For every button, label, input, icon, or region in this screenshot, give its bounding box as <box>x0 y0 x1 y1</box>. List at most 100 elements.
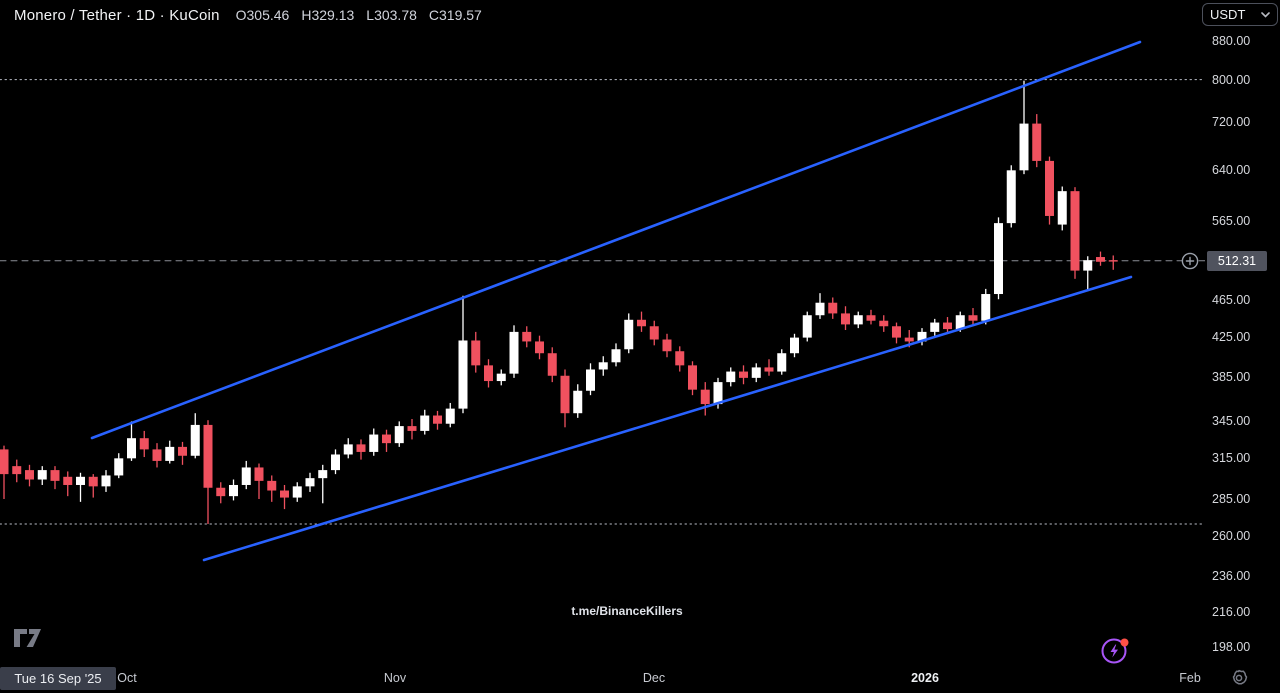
add-alert-plus-icon[interactable] <box>1181 252 1199 270</box>
price-tick: 640.00 <box>1212 163 1251 178</box>
candle <box>841 306 850 331</box>
price-tick: 720.00 <box>1212 115 1251 130</box>
candle <box>165 440 175 464</box>
ohlc-high: H329.13 <box>301 7 355 23</box>
candle <box>624 313 634 354</box>
candle <box>573 384 583 418</box>
candle <box>471 331 481 373</box>
price-tick: 465.00 <box>1212 293 1251 308</box>
price-tick: 236.00 <box>1212 568 1251 583</box>
candle <box>178 441 187 465</box>
current-price-label: 512.31 <box>1207 250 1267 271</box>
chart-canvas[interactable]: t.me/BinanceKillers <box>0 0 1205 665</box>
candle <box>292 482 302 502</box>
time-label: Feb <box>1179 671 1201 685</box>
candle <box>152 443 162 468</box>
price-tick: 800.00 <box>1212 72 1251 87</box>
candle <box>114 453 124 479</box>
candle <box>203 420 213 524</box>
price-tick: 216.00 <box>1212 604 1251 619</box>
candle <box>853 311 863 329</box>
candle <box>280 484 289 510</box>
tradingview-logo[interactable] <box>14 629 44 654</box>
candle <box>955 311 965 332</box>
candle <box>407 419 417 440</box>
candle <box>879 315 889 332</box>
candlestick-chart[interactable] <box>0 0 1205 665</box>
candle <box>700 382 710 416</box>
time-label: Dec <box>642 671 666 685</box>
candle <box>892 322 901 344</box>
candle <box>675 346 685 372</box>
candle <box>318 464 328 504</box>
candle <box>994 217 1003 300</box>
price-tick: 260.00 <box>1212 529 1251 544</box>
candle <box>1032 114 1042 168</box>
candle <box>484 359 493 388</box>
candle <box>611 343 621 367</box>
candle <box>560 369 570 428</box>
candle <box>254 463 264 499</box>
candle <box>522 326 532 348</box>
price-tick: 385.00 <box>1212 369 1251 384</box>
candle <box>586 363 595 396</box>
time-scale[interactable]: Tue 16 Sep '25 Oct Nov Dec 2026 Feb <box>0 665 1280 693</box>
lightning-icon[interactable] <box>1100 636 1130 666</box>
channel-upper[interactable] <box>90 40 1142 440</box>
channel-lower[interactable] <box>202 275 1133 562</box>
candle <box>751 363 761 383</box>
candle <box>241 460 251 490</box>
candle <box>649 320 659 346</box>
candle <box>369 428 379 456</box>
candle <box>968 308 978 327</box>
candle <box>662 333 672 358</box>
candle <box>815 293 825 319</box>
currency-dropdown[interactable]: USDT <box>1202 3 1278 26</box>
price-tick: 880.00 <box>1212 33 1251 48</box>
candle <box>981 288 991 325</box>
candle <box>943 317 952 334</box>
candle <box>1006 165 1016 228</box>
candle <box>1045 156 1054 225</box>
candle <box>37 466 47 485</box>
price-tick: 198.00 <box>1212 639 1251 654</box>
candle <box>63 471 73 497</box>
ohlc-open: O305.46 <box>235 7 290 23</box>
candle <box>343 438 353 459</box>
candle <box>216 482 226 504</box>
candle <box>25 464 34 487</box>
candle <box>777 349 787 375</box>
candle <box>382 429 391 452</box>
price-tick: 345.00 <box>1212 414 1251 429</box>
candle <box>88 474 98 498</box>
ohlc-close: C319.57 <box>428 7 482 23</box>
candle <box>190 413 200 459</box>
candle <box>139 430 149 458</box>
candle <box>547 347 557 383</box>
candle <box>739 365 748 385</box>
crosshair-date-badge: Tue 16 Sep '25 <box>0 667 116 690</box>
candle <box>509 325 519 378</box>
symbol-header: Monero / Tether · 1D · KuCoin O305.46 H3… <box>14 7 482 24</box>
time-label: Oct <box>117 671 137 685</box>
candle <box>726 367 736 387</box>
price-scale[interactable]: 512.31 880.00 800.00 720.00 640.00 565.00 465… <box>1205 0 1280 665</box>
candle <box>458 295 468 414</box>
candle <box>50 466 60 490</box>
candle <box>1019 80 1029 175</box>
candle <box>637 311 646 332</box>
chevron-down-icon <box>1261 11 1270 18</box>
candle <box>127 421 136 461</box>
candle <box>267 475 277 502</box>
symbol-title[interactable]: Monero / Tether · 1D · KuCoin <box>14 7 220 24</box>
price-tick: 315.00 <box>1212 451 1251 466</box>
candle <box>688 361 697 396</box>
candle <box>917 328 927 346</box>
candle <box>828 297 838 319</box>
candle <box>0 445 9 499</box>
candle <box>101 470 111 492</box>
ohlc-readout: O305.46 H329.13 L303.78 C319.57 <box>236 7 482 23</box>
settings-gear-icon[interactable] <box>1229 668 1249 688</box>
ohlc-low: L303.78 <box>366 7 417 23</box>
